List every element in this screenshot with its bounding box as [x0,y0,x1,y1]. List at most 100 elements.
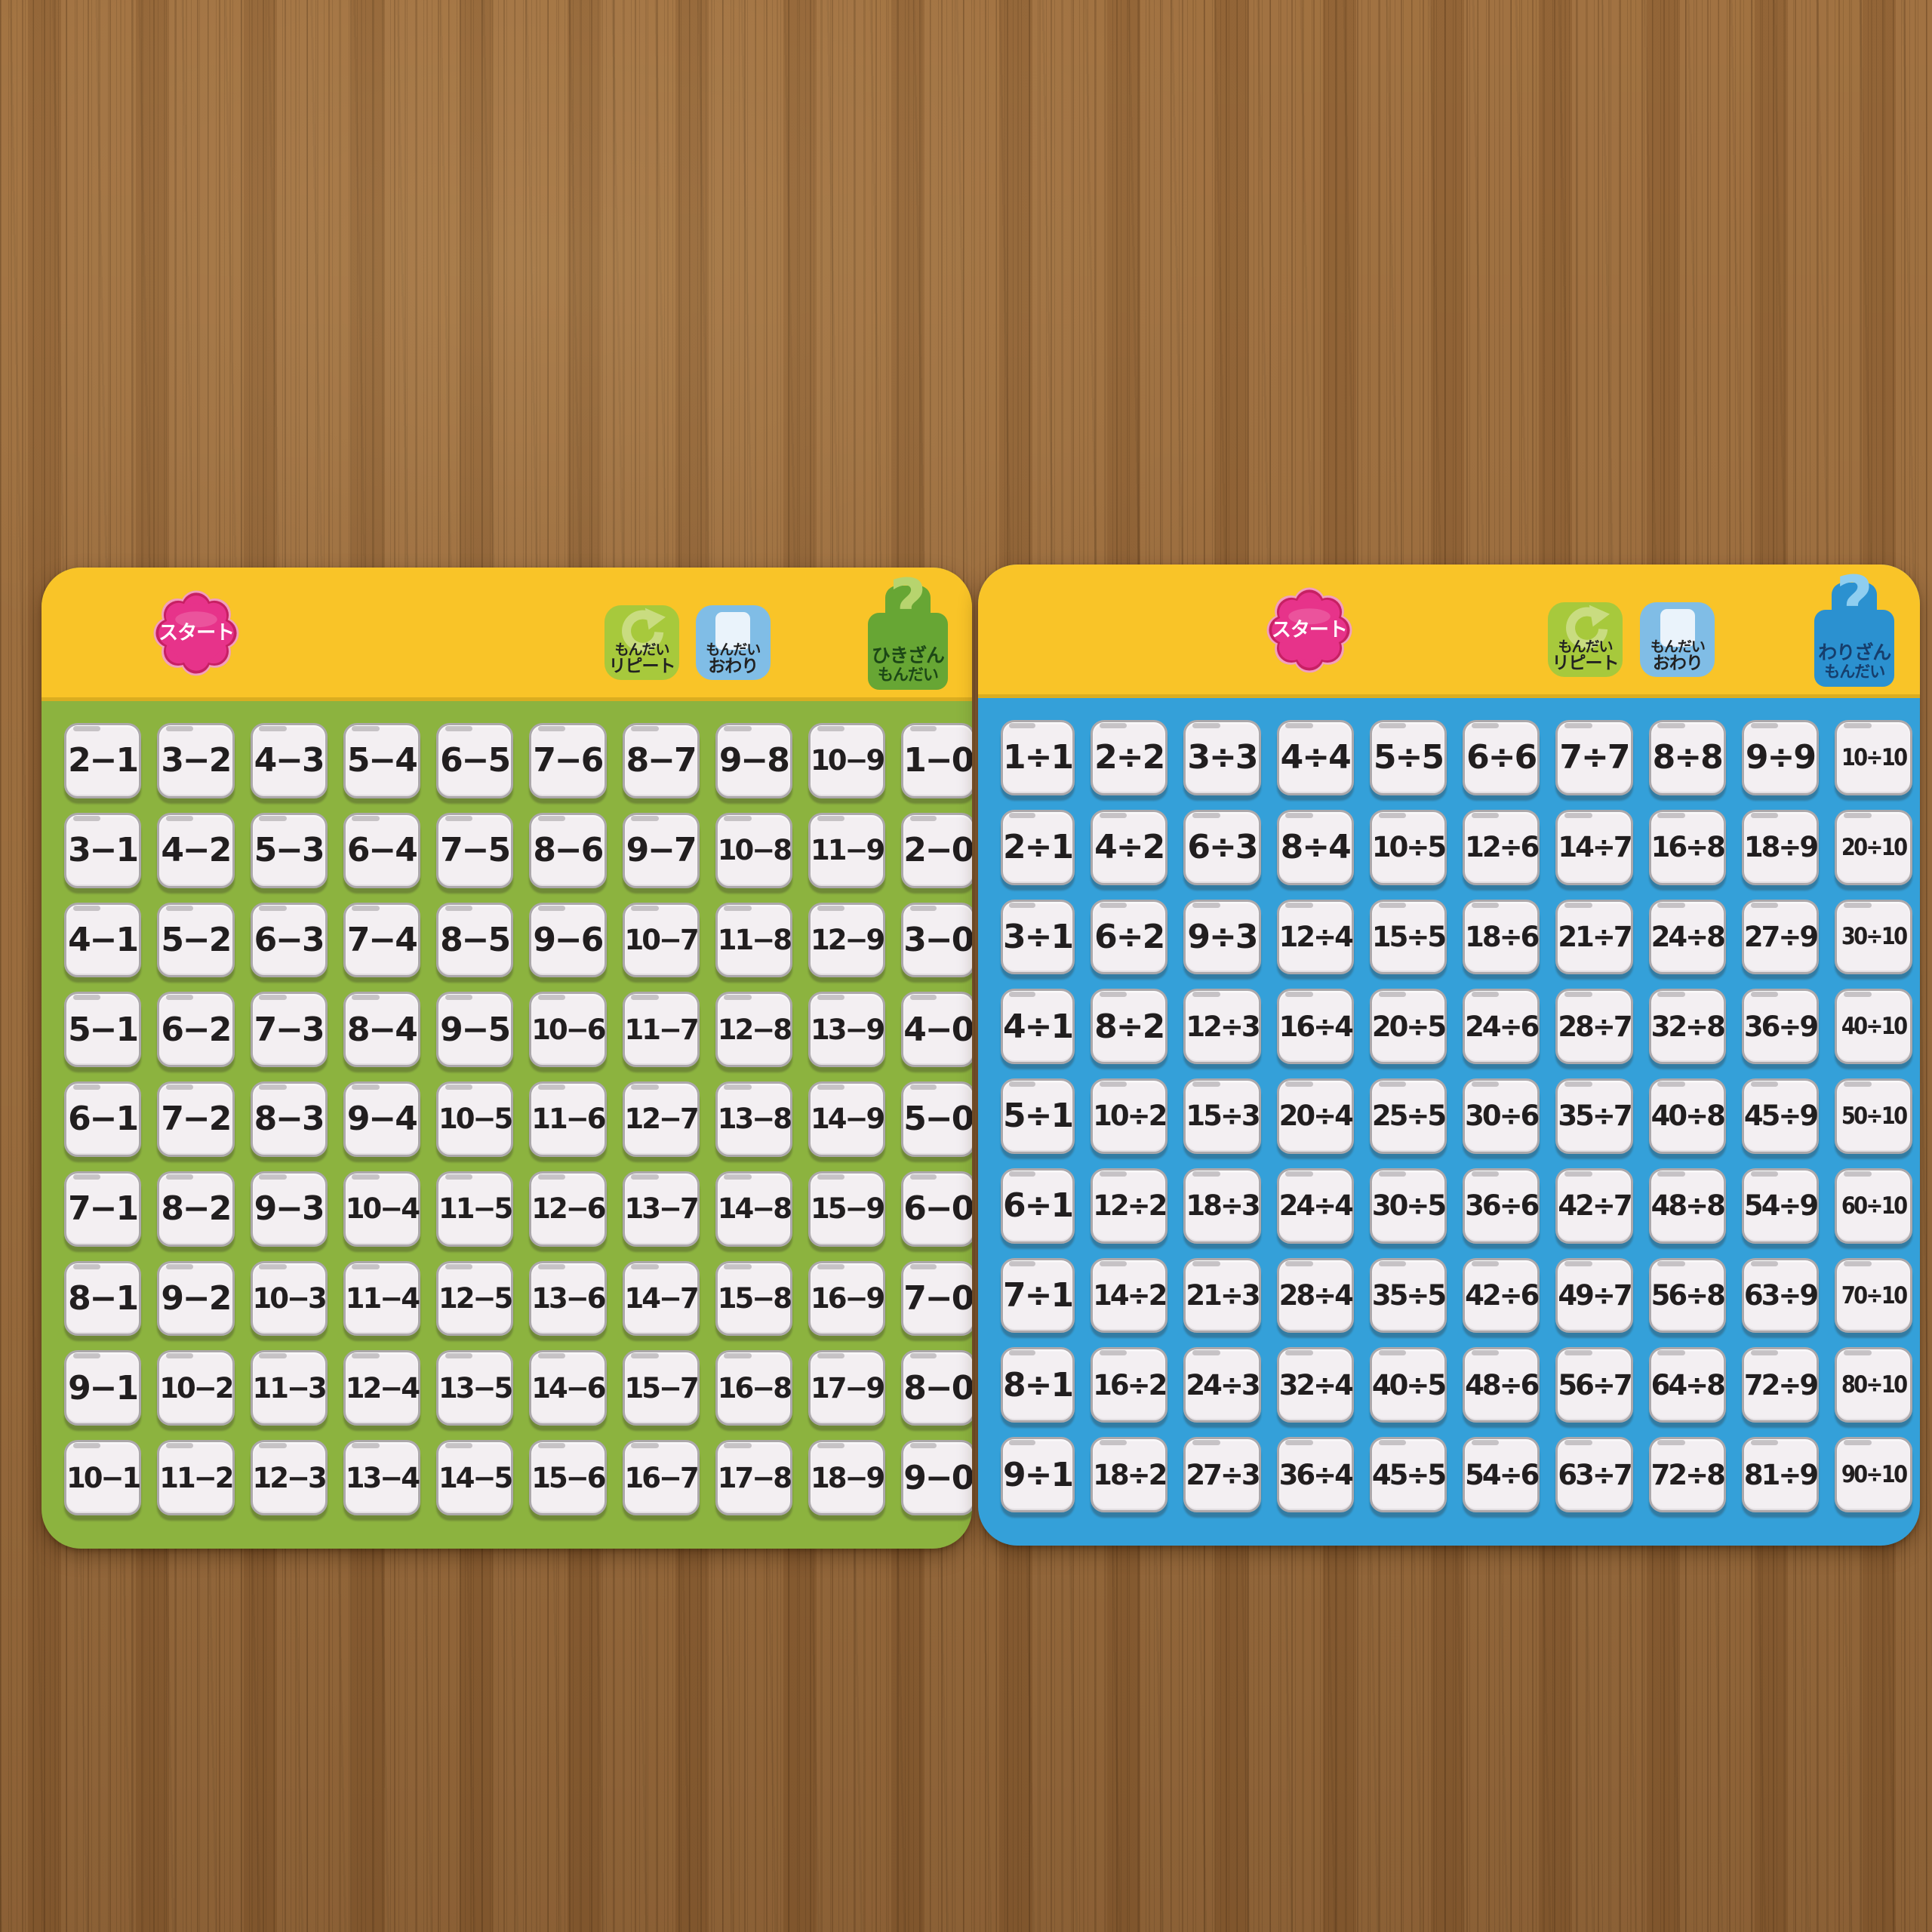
end-button[interactable]: もんだい おわり [1640,602,1715,677]
problem-key[interactable]: 64÷8 [1648,1347,1726,1423]
problem-key[interactable]: 6−1 [64,1081,142,1157]
problem-key[interactable]: 15−6 [529,1440,607,1515]
problem-key[interactable]: 80÷10 [1835,1347,1913,1423]
problem-key[interactable]: 90÷10 [1835,1437,1913,1512]
problem-key[interactable]: 7÷7 [1555,720,1633,795]
problem-key[interactable]: 18÷2 [1091,1437,1168,1512]
problem-key[interactable]: 60÷10 [1835,1168,1913,1244]
problem-key[interactable]: 45÷5 [1369,1437,1447,1512]
problem-key[interactable]: 13−9 [808,992,885,1068]
problem-key[interactable]: 9−5 [436,992,514,1068]
problem-key[interactable]: 20÷5 [1369,989,1447,1065]
problem-key[interactable]: 2−1 [64,723,142,798]
problem-key[interactable]: 10−7 [622,902,700,978]
problem-key[interactable]: 12−5 [436,1260,513,1337]
problem-key[interactable]: 18÷6 [1463,899,1540,975]
problem-key[interactable]: 12−4 [343,1350,420,1426]
problem-key[interactable]: 12−9 [808,902,885,978]
problem-key[interactable]: 4−1 [64,902,142,978]
problem-key[interactable]: 4÷1 [1001,989,1075,1065]
problem-key[interactable]: 7−4 [343,902,420,978]
problem-key[interactable]: 6−5 [436,723,514,798]
problem-key[interactable]: 5÷5 [1369,720,1447,795]
problem-key[interactable]: 9÷3 [1183,899,1261,975]
problem-key[interactable]: 36÷9 [1741,989,1819,1065]
problem-key[interactable]: 12−6 [529,1171,607,1247]
problem-key[interactable]: 6−0 [901,1171,972,1247]
problem-key[interactable]: 10−1 [64,1440,141,1515]
problem-key[interactable]: 45÷9 [1741,1078,1819,1154]
problem-key[interactable]: 8−1 [64,1260,142,1337]
problem-key[interactable]: 9÷1 [1001,1437,1075,1512]
problem-key[interactable]: 3−1 [64,812,142,888]
problem-key[interactable]: 72÷8 [1648,1437,1726,1512]
problem-key[interactable]: 10−9 [808,723,885,798]
problem-key[interactable]: 1−0 [901,723,972,798]
problem-key[interactable]: 6÷1 [1001,1168,1075,1244]
problem-key[interactable]: 18÷9 [1741,809,1819,885]
problem-key[interactable]: 5−4 [343,723,420,798]
problem-key[interactable]: 12÷4 [1276,899,1354,975]
problem-key[interactable]: 27÷3 [1183,1437,1261,1512]
problem-key[interactable]: 15−9 [808,1171,885,1247]
problem-key[interactable]: 10−3 [250,1260,328,1337]
problem-key[interactable]: 63÷7 [1555,1437,1633,1512]
problem-key[interactable]: 70÷10 [1835,1257,1913,1334]
problem-key[interactable]: 15−7 [622,1350,700,1426]
problem-key[interactable]: 12÷3 [1183,989,1261,1065]
problem-key[interactable]: 5−1 [64,992,142,1068]
problem-key[interactable]: 6÷6 [1463,720,1540,795]
problem-key[interactable]: 40÷5 [1369,1347,1447,1423]
problem-key[interactable]: 24÷8 [1648,899,1726,975]
repeat-button[interactable]: もんだい リピート [1548,602,1623,677]
problem-key[interactable]: 20÷4 [1276,1078,1354,1154]
problem-key[interactable]: 15−8 [715,1260,792,1337]
problem-key[interactable]: 11−5 [436,1171,513,1247]
problem-key[interactable]: 9÷9 [1741,720,1820,795]
problem-key[interactable]: 8−3 [250,1081,328,1157]
problem-key[interactable]: 11−8 [715,902,792,978]
problem-key[interactable]: 13−6 [529,1260,607,1337]
problem-key[interactable]: 10−2 [157,1350,235,1426]
problem-key[interactable]: 27÷9 [1741,899,1819,975]
problem-key[interactable]: 54÷9 [1741,1168,1819,1244]
problem-key[interactable]: 35÷5 [1369,1257,1447,1334]
problem-key[interactable]: 30÷6 [1463,1078,1540,1154]
problem-key[interactable]: 7−1 [64,1171,142,1247]
problem-key[interactable]: 14−7 [622,1260,700,1337]
problem-key[interactable]: 6÷2 [1091,899,1168,975]
problem-key[interactable]: 3−2 [157,723,235,798]
problem-key[interactable]: 12÷2 [1091,1168,1168,1244]
problem-key[interactable]: 6−2 [157,992,235,1068]
problem-key[interactable]: 7−6 [529,723,607,798]
problem-key[interactable]: 81÷9 [1741,1437,1819,1512]
problem-key[interactable]: 4−0 [901,992,972,1068]
problem-key[interactable]: 18−9 [808,1440,885,1515]
problem-key[interactable]: 11−4 [343,1260,420,1337]
problem-key[interactable]: 9−2 [157,1260,235,1337]
problem-key[interactable]: 40÷8 [1648,1078,1726,1154]
problem-key[interactable]: 12−7 [622,1081,700,1157]
problem-key[interactable]: 1÷1 [1001,720,1075,795]
problem-key[interactable]: 9−6 [529,902,607,978]
problem-key[interactable]: 8÷8 [1648,720,1726,795]
problem-key[interactable]: 2−0 [901,812,972,888]
problem-key[interactable]: 4−2 [157,812,235,888]
problem-key[interactable]: 8−6 [529,812,607,888]
problem-key[interactable]: 11−7 [622,992,700,1068]
problem-key[interactable]: 10−8 [715,812,792,888]
problem-key[interactable]: 6−3 [250,902,328,978]
problem-key[interactable]: 2÷2 [1091,720,1168,795]
problem-key[interactable]: 14−9 [808,1081,885,1157]
problem-key[interactable]: 16÷2 [1091,1347,1168,1423]
problem-key[interactable]: 8−2 [157,1171,235,1247]
problem-key[interactable]: 9−0 [901,1440,972,1515]
problem-key[interactable]: 7−5 [436,812,514,888]
problem-key[interactable]: 14−6 [529,1350,607,1426]
problem-key[interactable]: 10−4 [343,1171,420,1247]
problem-key[interactable]: 13−5 [436,1350,513,1426]
repeat-button[interactable]: もんだい リピート [604,605,679,680]
problem-key[interactable]: 6−4 [343,812,420,888]
problem-key[interactable]: 54÷6 [1463,1437,1540,1512]
start-button[interactable]: スタート [146,580,247,685]
